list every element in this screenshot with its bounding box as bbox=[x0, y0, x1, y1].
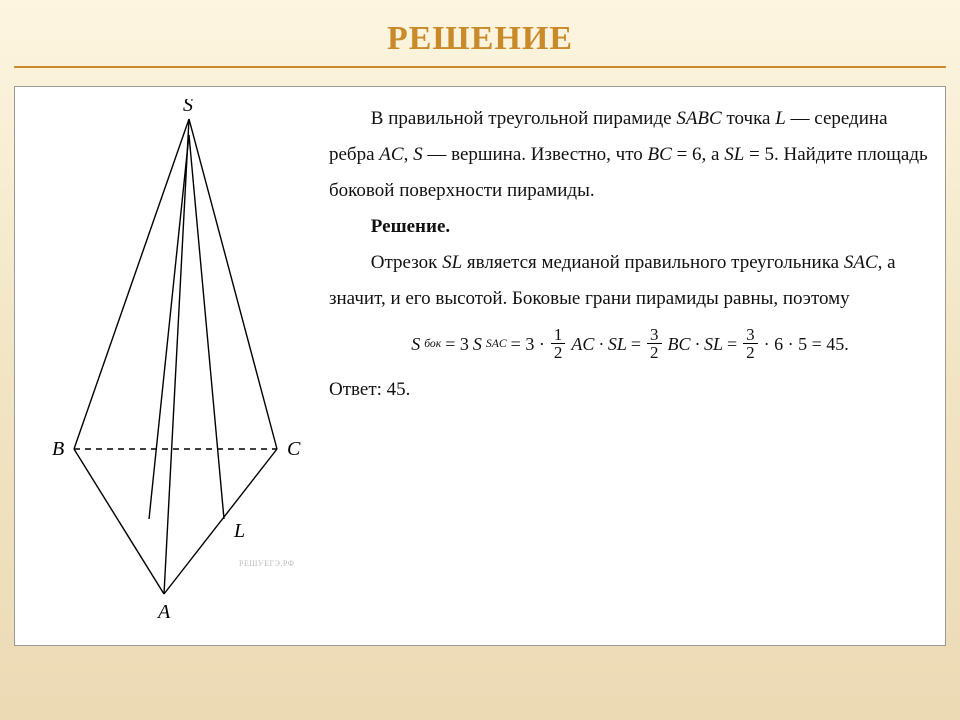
svg-text:A: A bbox=[156, 601, 171, 623]
answer-label: Ответ: bbox=[329, 379, 387, 400]
diagram-column: S B C A L РЕШУЕГЭ.РФ bbox=[29, 99, 329, 633]
fraction-1-2: 12 bbox=[551, 326, 566, 363]
solution-heading: Решение. bbox=[329, 209, 931, 245]
fraction-3-2b: 32 bbox=[743, 326, 758, 363]
solution-body: Отрезок SL является медианой правильного… bbox=[329, 245, 931, 317]
watermark: РЕШУЕГЭ.РФ bbox=[239, 559, 295, 568]
text: AC · SL bbox=[571, 327, 627, 361]
fraction-3-2: 32 bbox=[647, 326, 662, 363]
answer-value: 45. bbox=[387, 379, 411, 400]
numerator: 3 bbox=[743, 326, 758, 345]
sym-s: S bbox=[473, 327, 482, 361]
var-l: L bbox=[775, 108, 786, 129]
numerator: 1 bbox=[551, 326, 566, 345]
var-sl: SL bbox=[724, 144, 744, 165]
slide-title: РЕШЕНИЕ bbox=[14, 20, 946, 58]
denominator: 2 bbox=[743, 344, 758, 362]
var-sl: SL bbox=[442, 252, 462, 273]
sub-bok: бок bbox=[424, 333, 441, 355]
sym-s: S bbox=[411, 327, 420, 361]
numerator: 3 bbox=[647, 326, 662, 345]
var-sabc: SABC bbox=[676, 108, 721, 129]
denominator: 2 bbox=[647, 344, 662, 362]
text: = 3 bbox=[445, 327, 469, 361]
text: = 3 · bbox=[511, 327, 545, 361]
svg-text:S: S bbox=[183, 99, 193, 116]
text: точка bbox=[722, 108, 776, 129]
answer: Ответ: 45. bbox=[329, 372, 931, 408]
problem-statement: В правильной треугольной пирамиде SABC т… bbox=[329, 101, 931, 209]
denominator: 2 bbox=[551, 344, 566, 362]
text: · 6 · 5 = 45. bbox=[764, 327, 849, 361]
var-sac: SAC bbox=[844, 252, 878, 273]
text: = 6, а bbox=[672, 144, 724, 165]
var-ac: AC bbox=[379, 144, 403, 165]
sub-sac: SAC bbox=[486, 333, 507, 355]
text: BC · SL bbox=[668, 327, 724, 361]
text: , bbox=[404, 144, 414, 165]
slide: РЕШЕНИЕ SBCAL РЕШУЕГЭ.РФ В правильной тр… bbox=[0, 0, 960, 720]
formula: Sбок = 3SSAC = 3 · 12 AC · SL = 32 BC · … bbox=[329, 326, 931, 363]
var-s: S bbox=[413, 144, 423, 165]
pyramid-diagram: S B C A L bbox=[29, 99, 329, 629]
svg-text:C: C bbox=[287, 438, 301, 460]
svg-text:B: B bbox=[52, 438, 64, 460]
text: — вершина. Известно, что bbox=[423, 144, 648, 165]
text: = bbox=[727, 327, 737, 361]
text: В правильной треугольной пирамиде bbox=[371, 108, 677, 129]
svg-text:L: L bbox=[233, 520, 245, 542]
text: Отрезок bbox=[371, 252, 442, 273]
title-underline bbox=[14, 66, 946, 68]
text-column: В правильной треугольной пирамиде SABC т… bbox=[329, 99, 931, 633]
text: является медианой правильного треугольни… bbox=[462, 252, 844, 273]
var-bc: BC bbox=[648, 144, 672, 165]
text: = bbox=[631, 327, 641, 361]
content-panel: SBCAL РЕШУЕГЭ.РФ В правильной треугольно… bbox=[14, 86, 946, 646]
